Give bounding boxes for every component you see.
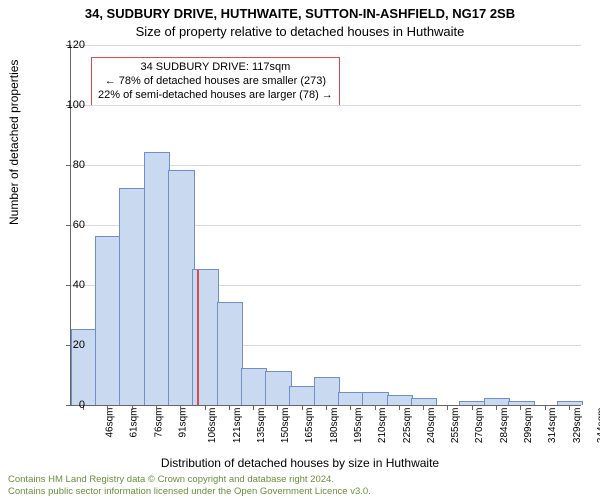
- x-axis-label: Distribution of detached houses by size …: [0, 456, 600, 470]
- annotation-line-2: ← 78% of detached houses are smaller (27…: [98, 75, 333, 89]
- footer-line-1: Contains HM Land Registry data © Crown c…: [8, 474, 371, 485]
- xtick-label: 150sqm: [280, 408, 291, 444]
- chart-plot-area: 34 SUDBURY DRIVE: 117sqm ← 78% of detach…: [70, 45, 581, 406]
- annotation-line-3: 22% of semi-detached houses are larger (…: [98, 89, 333, 103]
- footer-attribution: Contains HM Land Registry data © Crown c…: [8, 474, 371, 497]
- xtick-label: 344sqm: [596, 408, 600, 444]
- histogram-bar: [314, 377, 340, 405]
- histogram-bar: [168, 170, 194, 405]
- histogram-bar: [411, 398, 437, 405]
- histogram-bar: [265, 371, 291, 405]
- y-axis-label: Number of detached properties: [7, 60, 21, 225]
- xtick-label: 135sqm: [256, 408, 267, 444]
- gridline: [71, 105, 581, 106]
- annotation-box: 34 SUDBURY DRIVE: 117sqm ← 78% of detach…: [91, 57, 340, 106]
- xtick-label: 46sqm: [105, 408, 116, 438]
- xtick-mark: [229, 405, 230, 410]
- xtick-mark: [302, 405, 303, 410]
- xtick-label: 225sqm: [402, 408, 413, 444]
- xtick-label: 314sqm: [547, 408, 558, 444]
- xtick-mark: [520, 405, 521, 410]
- xtick-mark: [326, 405, 327, 410]
- footer-line-2: Contains public sector information licen…: [8, 486, 371, 497]
- xtick-mark: [545, 405, 546, 410]
- histogram-bar: [192, 269, 218, 405]
- xtick-label: 106sqm: [207, 408, 218, 444]
- xtick-label: 240sqm: [426, 408, 437, 444]
- xtick-mark: [375, 405, 376, 410]
- histogram-bar: [338, 392, 364, 405]
- xtick-mark: [277, 405, 278, 410]
- xtick-label: 76sqm: [153, 408, 164, 438]
- xtick-label: 121sqm: [232, 408, 243, 444]
- xtick-mark: [132, 405, 133, 410]
- xtick-mark: [472, 405, 473, 410]
- xtick-label: 270sqm: [475, 408, 486, 444]
- histogram-bar: [95, 236, 121, 405]
- xtick-mark: [496, 405, 497, 410]
- xtick-label: 180sqm: [329, 408, 340, 444]
- gridline: [71, 45, 581, 46]
- chart-title-sub: Size of property relative to detached ho…: [0, 24, 600, 39]
- xtick-mark: [423, 405, 424, 410]
- ytick-label: 80: [45, 159, 85, 171]
- histogram-bar: [387, 395, 413, 405]
- xtick-mark: [447, 405, 448, 410]
- ytick-label: 120: [45, 39, 85, 51]
- histogram-bar: [484, 398, 510, 405]
- histogram-bar: [289, 386, 315, 405]
- xtick-mark: [350, 405, 351, 410]
- ytick-label: 0: [45, 399, 85, 411]
- xtick-label: 284sqm: [499, 408, 510, 444]
- ytick-label: 60: [45, 219, 85, 231]
- xtick-mark: [180, 405, 181, 410]
- histogram-bar: [217, 302, 243, 405]
- xtick-label: 329sqm: [572, 408, 583, 444]
- histogram-bar: [119, 188, 145, 405]
- xtick-mark: [253, 405, 254, 410]
- ytick-label: 20: [45, 339, 85, 351]
- ytick-label: 100: [45, 99, 85, 111]
- histogram-bar: [557, 401, 583, 405]
- histogram-bar: [362, 392, 388, 405]
- xtick-mark: [399, 405, 400, 410]
- histogram-bar: [459, 401, 485, 405]
- xtick-label: 210sqm: [377, 408, 388, 444]
- xtick-label: 255sqm: [450, 408, 461, 444]
- xtick-label: 61sqm: [129, 408, 140, 438]
- xtick-mark: [107, 405, 108, 410]
- ytick-label: 40: [45, 279, 85, 291]
- xtick-mark: [569, 405, 570, 410]
- annotation-line-1: 34 SUDBURY DRIVE: 117sqm: [98, 61, 333, 75]
- xtick-label: 165sqm: [305, 408, 316, 444]
- xtick-mark: [156, 405, 157, 410]
- marker-line: [197, 270, 199, 405]
- xtick-label: 195sqm: [353, 408, 364, 444]
- xtick-mark: [205, 405, 206, 410]
- chart-title-main: 34, SUDBURY DRIVE, HUTHWAITE, SUTTON-IN-…: [0, 6, 600, 21]
- xtick-label: 299sqm: [523, 408, 534, 444]
- histogram-bar: [144, 152, 170, 405]
- histogram-bar: [241, 368, 267, 405]
- xtick-label: 91sqm: [178, 408, 189, 438]
